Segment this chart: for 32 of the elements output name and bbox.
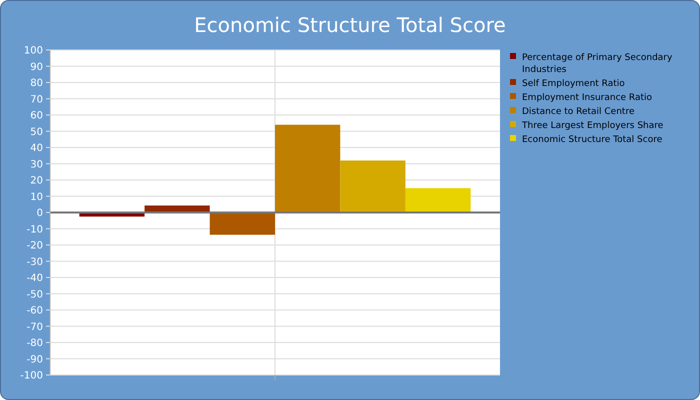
y-tick-label: -100 (20, 370, 43, 382)
y-tick-label: 20 (30, 176, 43, 186)
bar (340, 160, 406, 212)
y-tick-label: -50 (26, 289, 43, 300)
y-tick-label: 30 (30, 159, 43, 170)
y-tick-label: 70 (30, 94, 43, 106)
legend-label: Distance to Retail Centre (522, 107, 635, 117)
legend-label: Self Employment Ratio (522, 79, 626, 89)
y-tick-label: -90 (26, 354, 43, 366)
y-tick-label: -20 (26, 240, 43, 252)
y-tick-label: -70 (26, 322, 43, 333)
y-tick-label: 90 (30, 62, 43, 73)
y-tick-label: -60 (26, 306, 43, 316)
y-tick-label: 40 (30, 143, 43, 154)
y-tick-label: 50 (30, 126, 43, 138)
y-tick-label: -10 (26, 224, 43, 236)
y-tick-label: -30 (26, 256, 43, 268)
y-tick-label: 10 (30, 192, 43, 203)
y-tick-label: 60 (30, 110, 43, 122)
y-tick-label: -80 (26, 338, 43, 349)
bar (405, 188, 471, 212)
bar (210, 212, 275, 235)
y-tick-label: 0 (36, 208, 43, 219)
legend-label: Three Largest Employers Share (521, 121, 664, 131)
legend-label: Employment Insurance Ratio (522, 93, 653, 103)
chart-title: Economic Structure Total Score (194, 13, 506, 37)
y-tick-label: 100 (24, 46, 43, 56)
legend-label: Economic Structure Total Score (522, 135, 663, 145)
y-tick-label: 80 (30, 78, 43, 89)
legend-label: Percentage of Primary Secondary Industries (522, 53, 673, 75)
bar (275, 124, 340, 212)
y-tick-label: -40 (26, 273, 43, 284)
